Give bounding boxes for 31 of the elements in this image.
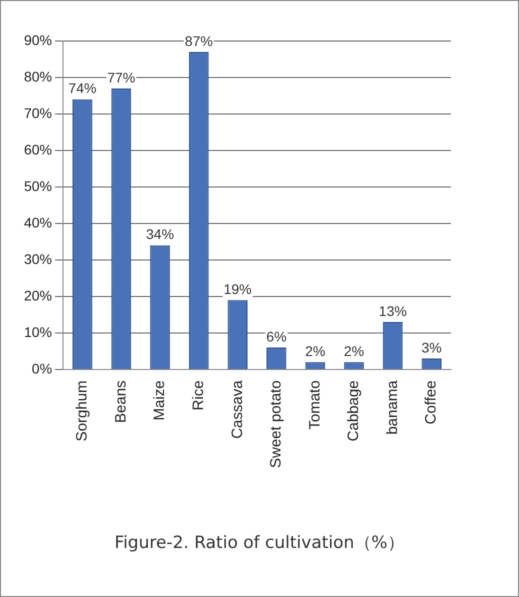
data-label: 34% bbox=[146, 226, 174, 242]
data-label: 19% bbox=[224, 280, 252, 297]
x-tick-label: Cassava bbox=[228, 380, 246, 439]
x-tick-label: Cabbage bbox=[345, 380, 362, 442]
y-tick-label: 60% bbox=[24, 141, 52, 158]
y-tick-label: 30% bbox=[24, 250, 52, 267]
x-tick-label: Coffee bbox=[422, 380, 440, 424]
text: Figure-2. Ratio of cultivation（%） bbox=[114, 532, 406, 554]
x-tick-label: Sorghum bbox=[74, 380, 91, 442]
y-tick-label: 90% bbox=[24, 32, 52, 48]
data-label: 77% bbox=[107, 69, 136, 86]
y-tick-label: 40% bbox=[24, 214, 52, 230]
y-tick-label: 10% bbox=[24, 324, 52, 340]
x-tick-label: Rice bbox=[190, 380, 207, 410]
data-label: 3% bbox=[421, 339, 442, 356]
x-tick-label: Beans bbox=[112, 380, 130, 423]
x-tick-label: Maize bbox=[151, 380, 168, 420]
data-label: 74% bbox=[68, 80, 96, 96]
data-label: 13% bbox=[378, 302, 407, 319]
data-label: 2% bbox=[305, 343, 326, 359]
x-tick-label: banama bbox=[384, 380, 401, 435]
y-tick-label: 20% bbox=[24, 287, 52, 304]
y-tick-label: 0% bbox=[32, 360, 52, 376]
y-tick-label: 80% bbox=[24, 68, 52, 84]
y-tick-label: 70% bbox=[24, 104, 52, 121]
x-tick-label: Tomato bbox=[306, 380, 324, 430]
data-label: 87% bbox=[184, 32, 213, 49]
y-tick-label: 50% bbox=[24, 178, 52, 194]
data-label: 2% bbox=[344, 343, 364, 359]
data-label: 6% bbox=[266, 328, 287, 344]
x-tick-label: Sweet potato bbox=[268, 380, 285, 468]
